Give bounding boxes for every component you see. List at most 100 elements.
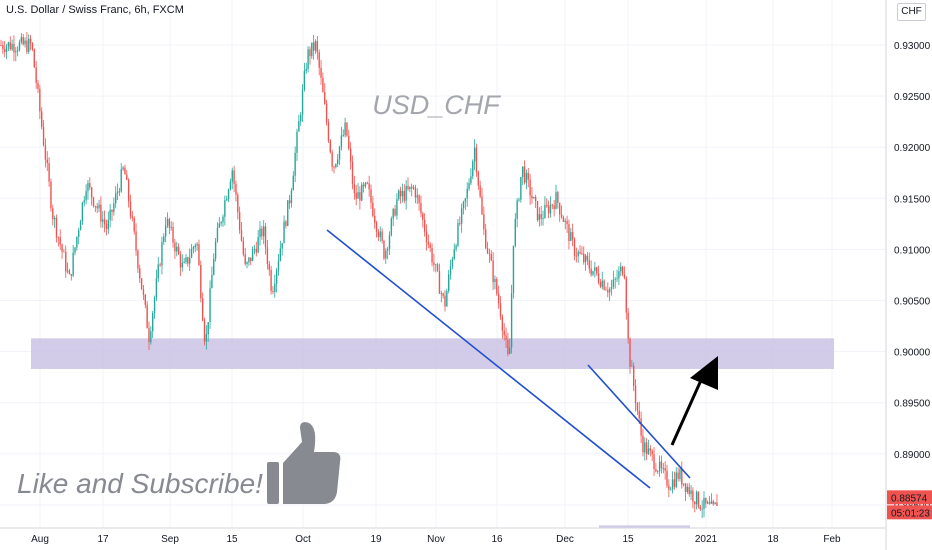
candle-body bbox=[270, 270, 272, 291]
candle-body bbox=[72, 252, 74, 276]
candle-body bbox=[257, 237, 259, 253]
candle-body bbox=[501, 316, 504, 331]
candle-body bbox=[497, 293, 500, 304]
candle-body bbox=[583, 253, 585, 263]
candle-body bbox=[203, 320, 206, 342]
candle-body bbox=[357, 192, 359, 199]
candle-body bbox=[568, 224, 570, 241]
candle-body bbox=[509, 347, 511, 355]
candle-body bbox=[44, 145, 47, 160]
candle-body bbox=[679, 469, 681, 479]
candle-body bbox=[222, 216, 224, 223]
candle-body bbox=[438, 270, 441, 294]
candle-body bbox=[220, 222, 222, 224]
candle-body bbox=[431, 247, 433, 263]
candle-body bbox=[96, 206, 98, 209]
candle-body bbox=[272, 290, 274, 292]
candle-body bbox=[133, 217, 135, 232]
candle-body bbox=[510, 293, 513, 348]
candle-body bbox=[275, 270, 278, 284]
candle-body bbox=[170, 226, 172, 228]
candle-body bbox=[542, 218, 544, 219]
candle-body bbox=[505, 335, 507, 340]
candle-body bbox=[0, 45, 2, 46]
candle-body bbox=[423, 219, 426, 232]
candle-body bbox=[422, 213, 424, 220]
candle-body bbox=[448, 274, 450, 292]
candle-body bbox=[144, 294, 146, 305]
candle-series bbox=[0, 32, 718, 519]
candle-body bbox=[348, 135, 350, 149]
x-tick-label: Sep bbox=[161, 534, 179, 545]
candle-body bbox=[172, 226, 174, 243]
candle-body bbox=[31, 43, 34, 50]
upper-channel-line[interactable] bbox=[587, 364, 691, 479]
candle-body bbox=[268, 264, 270, 271]
candle-body bbox=[126, 174, 128, 180]
candle-body bbox=[166, 218, 169, 226]
candle-body bbox=[686, 486, 689, 492]
candle-body bbox=[475, 147, 478, 172]
candle-body bbox=[531, 195, 533, 199]
candle-body bbox=[392, 208, 394, 219]
candle-body bbox=[250, 257, 252, 261]
candle-body bbox=[690, 490, 692, 495]
candle-body bbox=[559, 203, 561, 215]
candle-body bbox=[662, 468, 664, 469]
watermark-symbol: USD_CHF bbox=[372, 90, 501, 120]
currency-button[interactable]: CHF bbox=[897, 3, 926, 21]
candle-body bbox=[649, 448, 652, 451]
candle-body bbox=[705, 497, 707, 504]
candle-body bbox=[507, 339, 509, 355]
candle-body bbox=[631, 365, 633, 367]
y-tick-label: 0.89500 bbox=[894, 399, 931, 410]
candle-body bbox=[261, 228, 263, 237]
candle-body bbox=[398, 190, 400, 200]
candle-body bbox=[634, 385, 637, 403]
candle-body bbox=[633, 365, 635, 386]
candle-body bbox=[621, 266, 624, 275]
candle-body bbox=[538, 214, 541, 221]
candle-body bbox=[159, 264, 161, 266]
candle-body bbox=[13, 44, 15, 53]
candle-body bbox=[346, 122, 348, 136]
candle-body bbox=[4, 49, 6, 52]
candle-body bbox=[314, 41, 317, 51]
candle-body bbox=[301, 89, 304, 115]
candle-body bbox=[457, 223, 459, 246]
candle-body bbox=[190, 248, 193, 258]
candle-body bbox=[472, 161, 474, 177]
candle-body bbox=[623, 274, 626, 279]
candle-body bbox=[490, 254, 492, 261]
candle-body bbox=[390, 218, 393, 236]
candle-body bbox=[462, 201, 465, 208]
lower-trendline[interactable] bbox=[326, 229, 651, 489]
candle-body bbox=[41, 111, 43, 127]
candle-body bbox=[283, 221, 285, 244]
candle-body bbox=[429, 244, 431, 248]
candle-body bbox=[411, 186, 413, 189]
candle-body bbox=[122, 167, 124, 170]
candle-body bbox=[109, 209, 111, 220]
candle-body bbox=[612, 279, 615, 287]
candle-body bbox=[512, 245, 515, 294]
candle-body bbox=[200, 264, 202, 299]
candle-body bbox=[444, 295, 446, 307]
candle-body bbox=[168, 218, 171, 228]
x-tick-label: 16 bbox=[491, 534, 503, 545]
x-tick-label: 15 bbox=[622, 534, 634, 545]
candle-body bbox=[459, 223, 461, 224]
candle-body bbox=[549, 204, 552, 214]
x-tick-label: Dec bbox=[556, 534, 574, 545]
candle-body bbox=[714, 502, 716, 505]
candle-body bbox=[697, 491, 700, 507]
candle-body bbox=[381, 231, 383, 241]
candle-body bbox=[78, 230, 80, 237]
candle-body bbox=[562, 217, 565, 222]
candle-body bbox=[33, 49, 35, 68]
candle-body bbox=[194, 245, 196, 248]
candle-body bbox=[76, 236, 78, 248]
candle-body bbox=[518, 199, 520, 201]
candle-body bbox=[364, 182, 367, 187]
candle-body bbox=[608, 289, 611, 293]
